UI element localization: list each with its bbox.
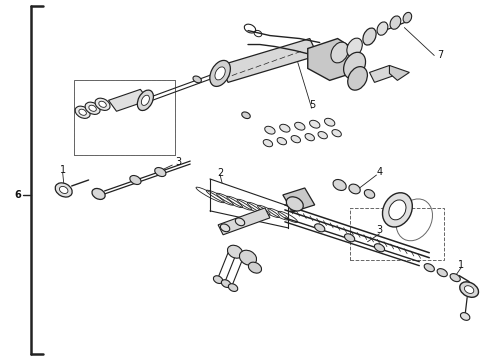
Bar (74, 80, 175, 155)
Ellipse shape (363, 28, 376, 45)
Ellipse shape (248, 262, 262, 273)
Ellipse shape (75, 106, 90, 118)
Ellipse shape (377, 22, 388, 35)
Ellipse shape (383, 193, 412, 227)
Ellipse shape (305, 134, 315, 141)
Text: 2: 2 (217, 168, 223, 178)
Ellipse shape (450, 274, 460, 282)
Ellipse shape (79, 109, 86, 115)
Polygon shape (308, 39, 360, 80)
Text: 3: 3 (376, 225, 383, 235)
Bar (349, 208, 444, 260)
Ellipse shape (142, 95, 149, 105)
Ellipse shape (318, 131, 327, 139)
Ellipse shape (240, 250, 257, 265)
Ellipse shape (89, 105, 97, 111)
Text: 1: 1 (60, 165, 66, 175)
Ellipse shape (265, 126, 275, 134)
Ellipse shape (389, 200, 406, 220)
Ellipse shape (280, 124, 290, 132)
Polygon shape (220, 39, 318, 82)
Ellipse shape (130, 175, 141, 185)
Text: 7: 7 (437, 50, 443, 60)
Ellipse shape (92, 189, 105, 199)
Ellipse shape (220, 224, 230, 232)
Text: 1: 1 (458, 260, 464, 270)
Ellipse shape (155, 167, 166, 176)
Ellipse shape (277, 138, 287, 145)
Ellipse shape (437, 269, 447, 276)
Ellipse shape (333, 180, 346, 190)
Polygon shape (283, 188, 315, 212)
Ellipse shape (59, 186, 68, 194)
Ellipse shape (291, 136, 300, 143)
Ellipse shape (460, 282, 479, 297)
Ellipse shape (99, 101, 106, 107)
Ellipse shape (347, 38, 362, 57)
Ellipse shape (228, 284, 238, 292)
Text: 6: 6 (14, 190, 21, 200)
Polygon shape (108, 89, 148, 111)
Text: 4: 4 (376, 167, 383, 177)
Ellipse shape (343, 52, 366, 78)
Ellipse shape (214, 276, 223, 283)
Ellipse shape (349, 184, 360, 194)
Ellipse shape (85, 102, 100, 114)
Ellipse shape (95, 98, 110, 111)
Ellipse shape (344, 234, 355, 242)
Ellipse shape (294, 122, 305, 130)
Ellipse shape (461, 312, 470, 320)
Ellipse shape (286, 197, 303, 211)
Ellipse shape (331, 42, 348, 63)
Ellipse shape (55, 183, 72, 197)
Polygon shape (369, 66, 394, 82)
Ellipse shape (365, 190, 375, 198)
Ellipse shape (235, 218, 245, 226)
Ellipse shape (310, 120, 320, 128)
Ellipse shape (215, 67, 225, 80)
Ellipse shape (137, 90, 153, 111)
Ellipse shape (227, 245, 243, 258)
Ellipse shape (210, 60, 230, 86)
Text: 3: 3 (175, 157, 181, 167)
Polygon shape (218, 208, 270, 235)
Ellipse shape (374, 244, 385, 252)
Ellipse shape (324, 118, 335, 126)
Ellipse shape (193, 76, 201, 83)
Text: 5: 5 (310, 100, 316, 110)
Ellipse shape (348, 67, 368, 90)
Ellipse shape (424, 264, 435, 272)
Ellipse shape (332, 130, 342, 137)
Ellipse shape (221, 280, 231, 288)
Ellipse shape (242, 112, 250, 118)
Ellipse shape (263, 140, 272, 147)
Ellipse shape (403, 12, 412, 23)
Polygon shape (390, 66, 409, 80)
Ellipse shape (465, 286, 474, 293)
Ellipse shape (390, 16, 401, 29)
Ellipse shape (315, 224, 325, 232)
